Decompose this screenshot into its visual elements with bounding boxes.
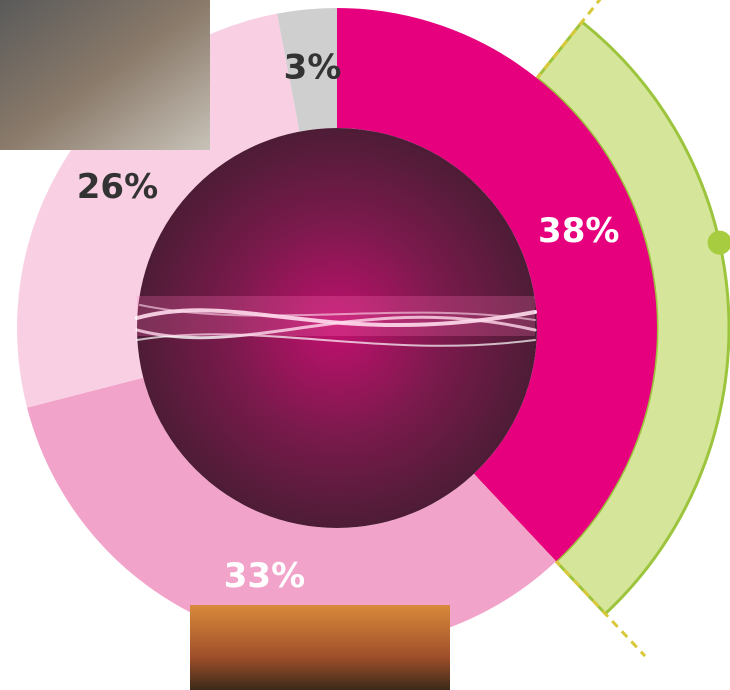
slices [17, 8, 657, 649]
slice [17, 13, 300, 408]
photo-fire [190, 605, 450, 690]
labels: 38% 33% 26% 3% [77, 48, 620, 597]
highlight-dot [707, 230, 730, 255]
value-label: 38% [538, 211, 619, 251]
light-streaks [135, 296, 537, 347]
inner-circle [137, 128, 537, 528]
slice [337, 8, 657, 562]
slice [277, 8, 337, 132]
value-label: 26% [77, 167, 158, 207]
value-label: 33% [224, 556, 305, 596]
value-label: 3% [284, 48, 342, 88]
photo-exhaust [0, 0, 210, 150]
slice [27, 377, 557, 649]
